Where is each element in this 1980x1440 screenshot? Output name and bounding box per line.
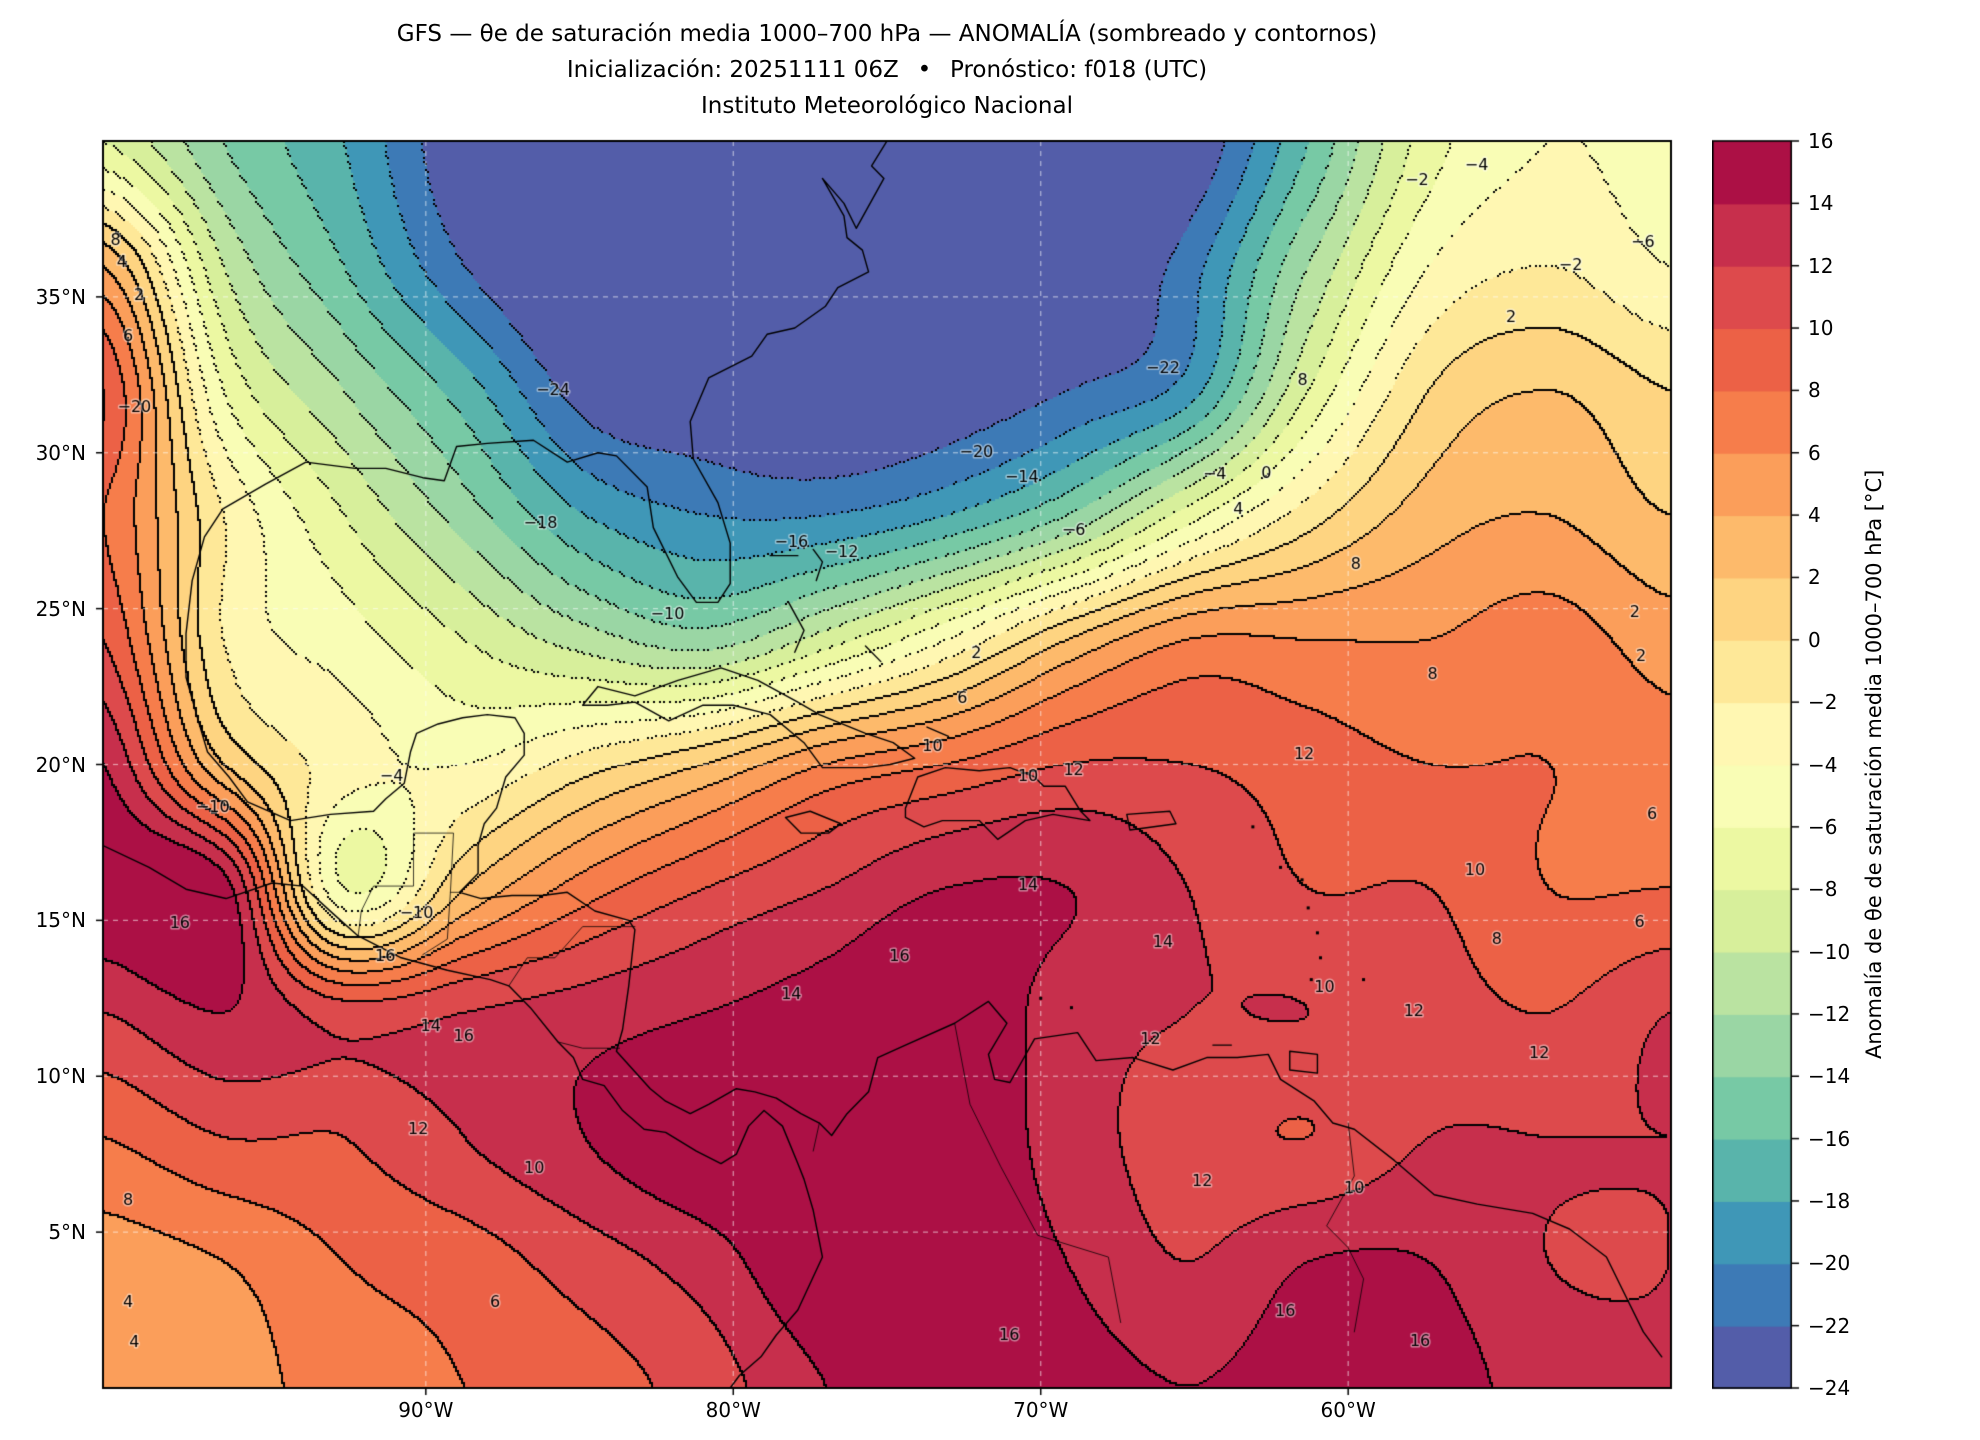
colorbar-tick-label: −2 xyxy=(1808,690,1838,715)
y-tick-label: 5°N xyxy=(48,1220,86,1245)
colorbar-tick-label: 14 xyxy=(1808,191,1834,216)
colorbar-tick-label: −16 xyxy=(1808,1126,1851,1151)
colorbar-tick-label: 8 xyxy=(1808,378,1821,403)
colorbar-tick-label: 0 xyxy=(1808,627,1821,652)
colorbar-tick-label: 16 xyxy=(1808,129,1834,153)
colorbar-tick-label: −12 xyxy=(1808,1001,1851,1026)
colorbar xyxy=(1712,139,1802,1390)
x-tick-label: 60°W xyxy=(1320,1398,1376,1422)
y-tick-label: 30°N xyxy=(35,440,86,465)
chart-institution: Instituto Meteorológico Nacional xyxy=(701,93,1073,119)
colorbar-tick-label: −8 xyxy=(1808,877,1838,902)
y-tick-label: 20°N xyxy=(35,752,86,777)
x-tick-label: 70°W xyxy=(1013,1398,1069,1422)
y-tick-label: 35°N xyxy=(35,284,86,309)
chart-subtitle: Inicialización: 20251111 06Z • Pronóstic… xyxy=(566,57,1208,83)
colorbar-tick-label: −24 xyxy=(1808,1376,1851,1400)
colorbar-tick-label: −6 xyxy=(1808,814,1838,839)
colorbar-tick-label: −14 xyxy=(1808,1064,1851,1089)
colorbar-tick-label: −18 xyxy=(1808,1188,1851,1213)
x-tick-label: 90°W xyxy=(398,1398,454,1422)
colorbar-tick-label: −10 xyxy=(1808,939,1851,964)
x-tick-label: 80°W xyxy=(705,1398,761,1422)
y-tick-label: 10°N xyxy=(35,1064,86,1089)
colorbar-tick-label: −4 xyxy=(1808,752,1838,777)
colorbar-tick-label: 12 xyxy=(1808,253,1834,278)
colorbar-tick-label: 4 xyxy=(1808,503,1821,528)
y-tick-label: 15°N xyxy=(35,908,86,933)
title-block: GFS — θe de saturación media 1000–700 hP… xyxy=(103,16,1671,124)
colorbar-tick-label: 10 xyxy=(1808,316,1834,341)
colorbar-tick-label: −22 xyxy=(1808,1313,1851,1338)
map-canvas xyxy=(93,131,1681,1398)
colorbar-tick-label: −20 xyxy=(1808,1251,1851,1276)
colorbar-tick-label: 2 xyxy=(1808,565,1821,590)
y-tick-label: 25°N xyxy=(35,596,86,621)
chart-title: GFS — θe de saturación media 1000–700 hP… xyxy=(396,21,1378,47)
colorbar-tick-label: 6 xyxy=(1808,440,1821,465)
colorbar-label: Anomalía de θe de saturación media 1000–… xyxy=(1862,469,1886,1060)
